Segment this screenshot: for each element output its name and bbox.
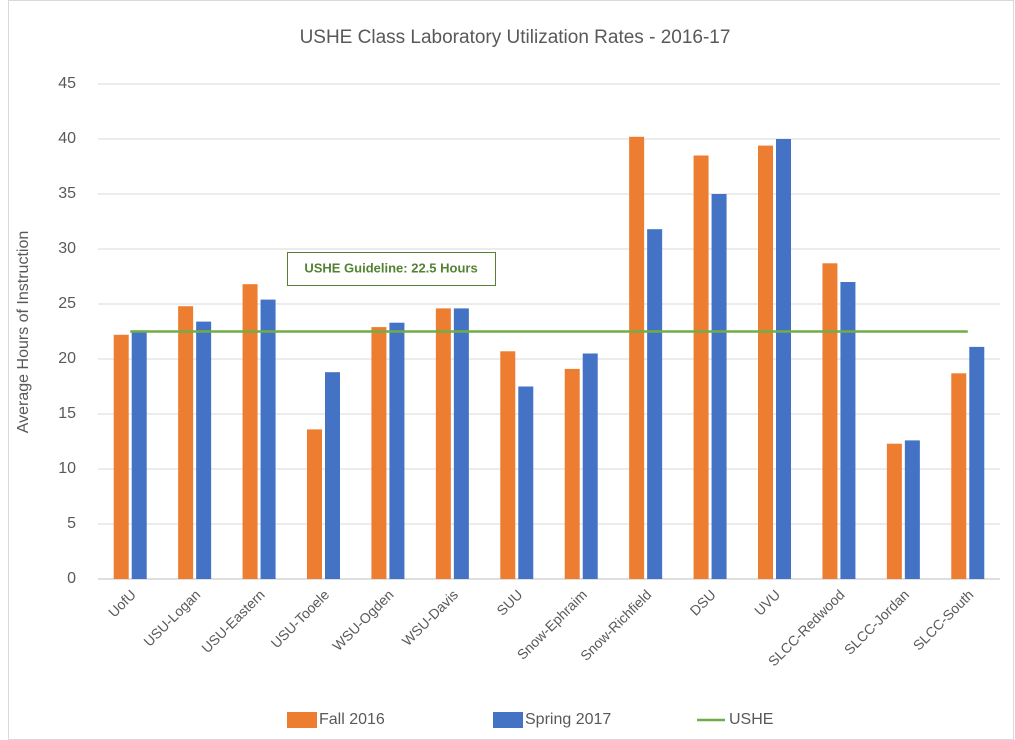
bar	[307, 429, 322, 579]
bar	[325, 372, 340, 579]
bar	[840, 282, 856, 579]
bar	[582, 353, 598, 579]
bar	[113, 334, 129, 579]
y-tick-label: 40	[58, 130, 76, 147]
chart-title: USHE Class Laboratory Utilization Rates …	[300, 27, 731, 48]
bar	[647, 229, 663, 579]
bar	[242, 284, 258, 579]
bar	[178, 306, 194, 579]
bar	[389, 322, 405, 579]
bar	[500, 351, 516, 579]
bar	[564, 368, 580, 579]
y-tick-label: 45	[58, 75, 76, 92]
legend-label: Spring 2017	[525, 711, 611, 728]
y-tick-label: 10	[58, 460, 76, 477]
bar	[886, 443, 902, 579]
bar	[776, 139, 791, 579]
legend-swatch	[493, 712, 523, 728]
y-tick-label: 0	[67, 570, 76, 587]
bar	[518, 386, 534, 579]
bar	[951, 373, 967, 579]
bar	[435, 308, 451, 579]
y-tick-label: 35	[58, 185, 76, 202]
bar	[371, 327, 387, 579]
bar	[196, 321, 212, 579]
legend-swatch	[287, 712, 317, 728]
y-tick-label: 30	[58, 240, 76, 257]
y-tick-label: 15	[58, 405, 76, 422]
bar	[693, 155, 709, 579]
annotation-box	[287, 252, 496, 286]
y-tick-label: 25	[58, 295, 76, 312]
bar	[629, 136, 645, 580]
bar	[131, 330, 147, 579]
bar	[453, 308, 469, 579]
legend-label: USHE	[729, 711, 773, 728]
bar	[260, 299, 276, 579]
bar	[904, 440, 920, 579]
bar	[969, 346, 985, 579]
y-tick-label: 5	[67, 515, 76, 532]
bar	[822, 263, 838, 579]
y-axis-label: Average Hours of Instruction	[15, 231, 32, 433]
legend-label: Fall 2016	[319, 711, 385, 728]
annotation: USHE Guideline: 22.5 Hours	[304, 260, 477, 275]
y-tick-label: 20	[58, 350, 76, 367]
bar	[758, 145, 773, 579]
bar	[711, 194, 727, 579]
